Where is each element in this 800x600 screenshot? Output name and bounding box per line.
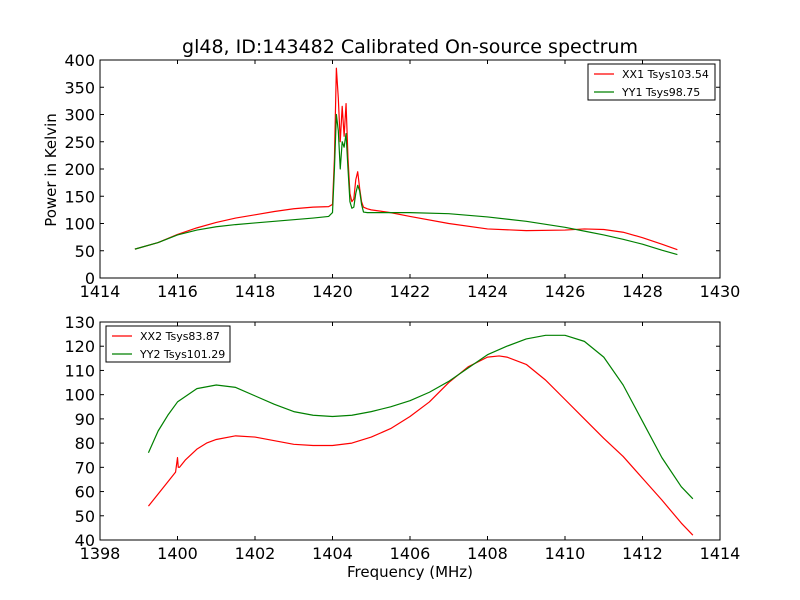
bottom-x-tick-label: 1410 <box>545 544 586 563</box>
bottom-x-tick-label: 1398 <box>80 544 121 563</box>
bottom-y-tick-label: 100 <box>64 386 95 405</box>
top-plot-marks: 1414 1416 1418 1420 1422 1424 1426 1428 1430 0 50 1… <box>64 51 740 301</box>
top-x-tick-label: 1416 <box>157 282 198 301</box>
bottom-y-tick-label: 70 <box>75 458 95 477</box>
bottom-y-tick-label: 80 <box>75 434 95 453</box>
bottom-y-tick-label: 90 <box>75 410 95 429</box>
bottom-legend <box>105 325 231 363</box>
chart-title: gl48, ID:143482 Calibrated On-source spe… <box>182 36 638 58</box>
plot-top: gl48, ID:143482 Calibrated On-source spe… <box>42 36 740 301</box>
bottom-legend-label-1: XX2 Tsys83.87 <box>140 330 220 343</box>
plot-bottom: Frequency (MHz) 1398 1400 1402 1404 1406 1408… <box>64 313 740 581</box>
top-x-tick-label: 1422 <box>390 282 431 301</box>
top-x-tick-label: 1420 <box>312 282 353 301</box>
top-x-tick-label: 1426 <box>545 282 586 301</box>
top-y-tick-label: 50 <box>75 242 95 261</box>
bottom-plot-marks: 1398 1400 1402 1404 1406 1408 1410 1412 1414 40 50… <box>64 313 740 563</box>
top-y-tick-label: 250 <box>64 133 95 152</box>
top-y-tick-label: 0 <box>85 269 95 288</box>
top-y-tick-label: 350 <box>64 78 95 97</box>
y-axis-label-top: Power in Kelvin <box>42 113 60 227</box>
bottom-x-tick-label: 1408 <box>467 544 508 563</box>
bottom-legend-label-2: YY2 Tsys101.29 <box>139 348 225 361</box>
top-y-tick-label: 100 <box>64 215 95 234</box>
bottom-x-tick-label: 1402 <box>235 544 276 563</box>
bottom-y-tick-label: 60 <box>75 483 95 502</box>
bottom-y-tick-label: 40 <box>75 531 95 550</box>
bottom-series-line-1 <box>147 355 694 536</box>
bottom-x-tick-label: 1406 <box>390 544 431 563</box>
top-x-tick-label: 1418 <box>235 282 276 301</box>
top-x-tick-label: 1428 <box>622 282 663 301</box>
x-axis-label-bottom: Frequency (MHz) <box>347 563 473 581</box>
top-y-tick-label: 300 <box>64 106 95 125</box>
top-y-tick-label: 150 <box>64 187 95 206</box>
bottom-y-tick-label: 110 <box>64 361 95 380</box>
top-x-tick-label: 1424 <box>467 282 508 301</box>
top-series-line-2 <box>134 113 678 256</box>
bottom-x-tick-label: 1404 <box>312 544 353 563</box>
bottom-y-tick-label: 120 <box>64 337 95 356</box>
top-x-tick-label: 1414 <box>80 282 121 301</box>
top-y-tick-label: 200 <box>64 160 95 179</box>
bottom-y-tick-label: 130 <box>64 313 95 332</box>
top-legend <box>587 63 716 101</box>
top-y-tick-label: 400 <box>64 51 95 70</box>
bottom-x-tick-label: 1412 <box>622 544 663 563</box>
bottom-y-tick-label: 50 <box>75 507 95 526</box>
bottom-x-tick-label: 1400 <box>157 544 198 563</box>
bottom-x-tick-label: 1414 <box>700 544 741 563</box>
top-legend-label-2: YY1 Tsys98.75 <box>621 86 700 99</box>
bottom-series-line-2 <box>147 334 694 500</box>
top-legend-label-1: XX1 Tsys103.54 <box>622 68 709 81</box>
top-x-tick-label: 1430 <box>700 282 741 301</box>
top-series-line-1 <box>134 67 678 251</box>
